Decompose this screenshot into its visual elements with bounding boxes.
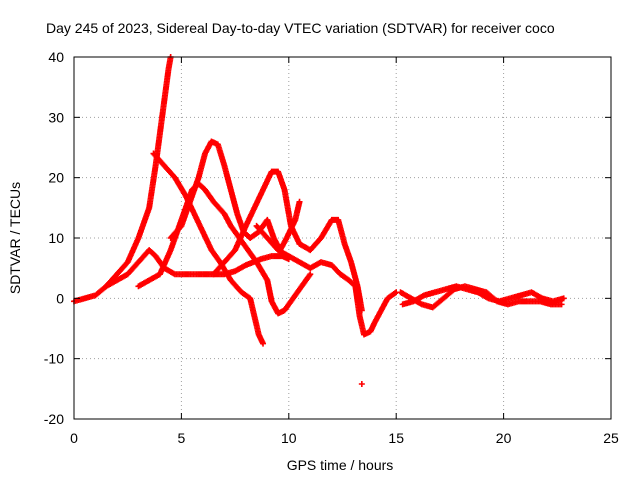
- series-track-g: [253, 222, 400, 338]
- y-tick-label: 10: [48, 230, 64, 246]
- y-axis-label: SDTVAR / TECUs: [7, 182, 23, 294]
- data-point: [296, 198, 303, 205]
- series-track-i: [399, 283, 567, 308]
- x-tick-label: 0: [70, 430, 78, 446]
- chart-title: Day 245 of 2023, Sidereal Day-to-day VTE…: [46, 20, 555, 36]
- y-tick-label: 20: [48, 170, 64, 186]
- series-track-c: [103, 247, 292, 290]
- y-tick-label: -10: [44, 351, 64, 367]
- data-point: [260, 340, 267, 347]
- y-tick-label: 30: [48, 109, 64, 125]
- x-tick-label: 5: [178, 430, 186, 446]
- series-layer: [71, 54, 567, 388]
- x-tick-labels: 0 5 10 15 20 25: [70, 430, 619, 446]
- x-tick-label: 25: [603, 430, 619, 446]
- x-tick-label: 20: [496, 430, 512, 446]
- x-tick-label: 10: [281, 430, 297, 446]
- y-tick-label: 0: [56, 290, 64, 306]
- data-point: [307, 271, 314, 278]
- series-track-b: [150, 150, 267, 347]
- data-point: [358, 381, 365, 388]
- ticks: [73, 56, 612, 420]
- x-axis-label: GPS time / hours: [287, 457, 394, 473]
- series-track-a: [71, 54, 174, 305]
- data-point: [560, 295, 567, 302]
- y-tick-label: 40: [48, 49, 64, 65]
- data-point: [558, 301, 565, 308]
- y-tick-label: -20: [44, 411, 64, 427]
- x-tick-label: 15: [388, 430, 404, 446]
- series-isolated: [358, 381, 365, 388]
- y-tick-labels: -20 -10 0 10 20 30 40: [44, 49, 64, 427]
